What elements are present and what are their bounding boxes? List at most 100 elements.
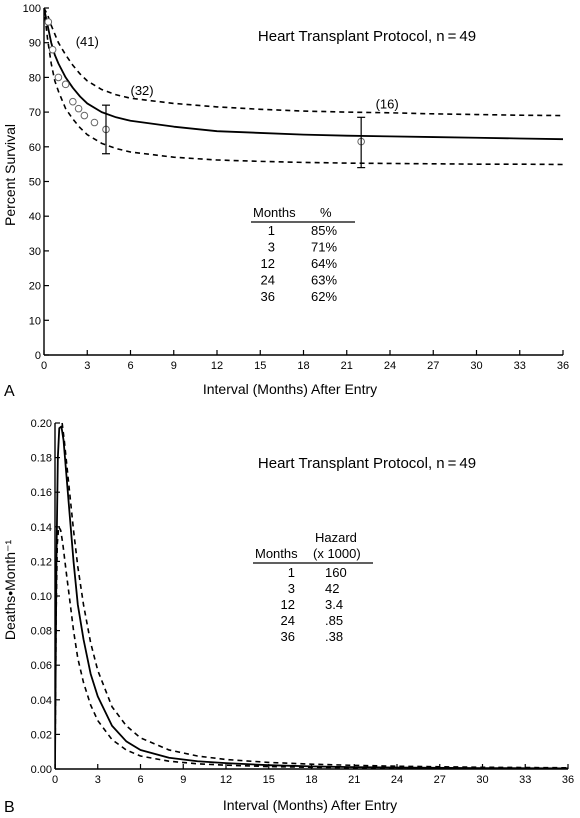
panel-a-data-point: [54, 73, 63, 82]
panel-b-y-tick-label: 0.12: [31, 556, 52, 568]
panel-b-table-cell: .38: [325, 629, 343, 644]
panel-a-y-tick-label: 50: [29, 177, 41, 189]
panel-b-y-tick-label: 0.08: [31, 626, 52, 638]
panel-a-x-tick-label: 0: [41, 360, 47, 372]
panel-a-data-point: [80, 111, 89, 120]
panel-a-table-cell: 36: [261, 289, 275, 304]
panel-a-y-tick-label: 20: [29, 281, 41, 293]
panel-a-x-tick-label: 12: [211, 360, 223, 372]
panel-b-x-tick-label: 21: [348, 774, 360, 786]
panel-a-table-cell: 12: [261, 256, 275, 271]
panel-b-x-tick-label: 0: [52, 774, 58, 786]
panel-a-title: Heart Transplant Protocol, n = 49: [258, 28, 476, 45]
panel-b-y-tick-label: 0.00: [31, 764, 52, 776]
panel-b-table-header: (x 1000): [313, 546, 361, 561]
panel-b-table-cell: .85: [325, 613, 343, 628]
panel-a-annotation: (16): [376, 97, 399, 112]
panel-a-data-point: [44, 18, 53, 26]
panel-a-y-tick-label: 40: [29, 211, 41, 223]
panel-b-x-tick-label: 15: [263, 774, 275, 786]
panel-b-x-tick-label: 6: [137, 774, 143, 786]
panel-a-y-tick-label: 60: [29, 142, 41, 154]
panel-a-y-tick-label: 90: [29, 38, 41, 50]
panel-b-x-tick-label: 27: [434, 774, 446, 786]
panel-b-series-dashed-line: [61, 422, 569, 769]
panel-b-label: B: [4, 799, 15, 816]
panel-b-chart: Heart Transplant Protocol, n = 49 B Inte…: [2, 418, 574, 816]
panel-b-y-tick-label: 0.06: [31, 660, 52, 672]
panel-a-x-tick-label: 3: [84, 360, 90, 372]
panel-a-x-tick-label: 21: [341, 360, 353, 372]
panel-a-y-tick-label: 10: [29, 315, 41, 327]
panel-b-table-cell: 42: [325, 581, 339, 596]
panel-b-table-cell: 3.4: [325, 597, 343, 612]
panel-b-y-tick-label: 0.18: [31, 453, 52, 465]
panel-a-xlabel: Interval (Months) After Entry: [203, 381, 377, 397]
panel-a-data-point: [90, 118, 99, 127]
panel-a-table-cell: 1: [268, 223, 275, 238]
panel-a-data-point: [48, 45, 57, 54]
panel-a-series-solid-line: [44, 7, 564, 141]
panel-b-table-header: Months: [255, 546, 298, 561]
panel-b-x-tick-label: 3: [95, 774, 101, 786]
panel-a-table-cell: 62%: [311, 289, 337, 304]
panel-b-table-cell: 1: [288, 565, 295, 580]
panel-a-table-cell: 24: [261, 273, 275, 288]
panel-b-table-cell: 24: [281, 613, 295, 628]
panel-a-x-tick-label: 6: [127, 360, 133, 372]
panel-a-y-tick-label: 100: [23, 3, 41, 15]
panel-b-x-tick-label: 12: [220, 774, 232, 786]
panel-a-table-cell: 3: [268, 240, 275, 255]
panel-a-y-tick-label: 80: [29, 72, 41, 84]
panel-a-table-cell: 63%: [311, 273, 337, 288]
panel-b-table-cell: 3: [288, 581, 295, 596]
panel-b-x-tick-label: 33: [519, 774, 531, 786]
panel-b-xlabel: Interval (Months) After Entry: [223, 797, 397, 813]
panel-a-x-tick-label: 24: [384, 360, 396, 372]
panel-b-series-solid-line: [55, 425, 569, 769]
panel-a-x-tick-label: 9: [171, 360, 177, 372]
panel-b-x-tick-label: 18: [305, 774, 317, 786]
panel-a-ylabel: Percent Survival: [2, 124, 18, 226]
panel-a-label: A: [4, 383, 15, 400]
panel-b-y-tick-label: 0.02: [31, 729, 52, 741]
panel-a-y-tick-label: 30: [29, 246, 41, 258]
panel-b-ylabel: Deaths•Month⁻¹: [2, 540, 18, 641]
panel-a-table-cell: 64%: [311, 256, 337, 271]
panel-a-annotation: (41): [76, 34, 99, 49]
panel-a-data-point: [74, 104, 83, 113]
panel-b-table-header: Hazard: [315, 530, 357, 545]
panel-a-y-tick-label: 0: [35, 350, 41, 362]
panel-b-y-tick-label: 0.16: [31, 487, 52, 499]
panel-a-x-tick-label: 36: [557, 360, 569, 372]
panel-b-y-tick-label: 0.10: [31, 591, 52, 603]
panel-b-y-tick-label: 0.20: [31, 418, 52, 430]
panel-a-x-tick-label: 33: [514, 360, 526, 372]
panel-a-x-tick-label: 30: [470, 360, 482, 372]
panel-a-x-tick-label: 18: [297, 360, 309, 372]
panel-a-data-point: [61, 80, 70, 89]
panel-b-table-cell: 12: [281, 597, 295, 612]
panel-a-table-header: Months: [253, 205, 296, 220]
panel-a-x-tick-label: 27: [427, 360, 439, 372]
panel-a-table-header: %: [320, 205, 332, 220]
panel-a-series-dashed-line: [44, 7, 564, 117]
panel-b-y-tick-label: 0.14: [31, 522, 52, 534]
panel-b-title: Heart Transplant Protocol, n = 49: [258, 455, 476, 472]
panel-b-x-tick-label: 30: [476, 774, 488, 786]
panel-b-series-dashed-line: [55, 525, 569, 769]
panel-b-x-tick-label: 24: [391, 774, 403, 786]
panel-b-table-cell: 160: [325, 565, 347, 580]
panel-a-y-tick-label: 70: [29, 107, 41, 119]
panel-a-x-tick-label: 15: [254, 360, 266, 372]
panel-a-data-point: [69, 97, 77, 106]
panel-b-x-tick-label: 9: [180, 774, 186, 786]
panel-b-y-tick-label: 0.04: [31, 695, 52, 707]
panel-a-table-cell: 71%: [311, 240, 337, 255]
panel-b-x-tick-label: 36: [562, 774, 574, 786]
panel-a-table-cell: 85%: [311, 223, 337, 238]
panel-b-table-cell: 36: [281, 629, 295, 644]
panel-a-chart: Heart Transplant Protocol, n = 49 A Inte…: [2, 3, 569, 400]
panel-a-annotation: (32): [131, 83, 154, 98]
